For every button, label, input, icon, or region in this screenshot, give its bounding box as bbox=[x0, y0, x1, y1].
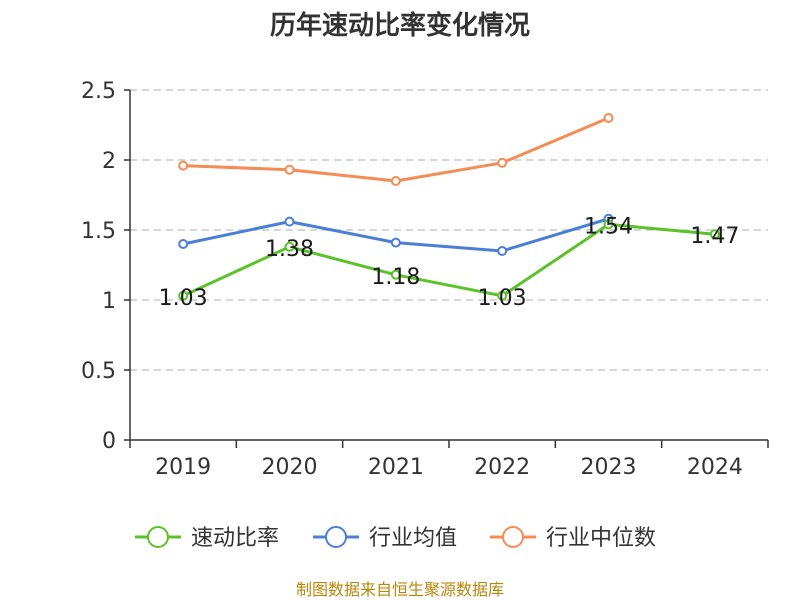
data-point bbox=[603, 219, 614, 230]
data-point bbox=[178, 239, 189, 249]
source-note: 制图数据来自恒生聚源数据库 bbox=[296, 580, 504, 599]
data-label: 1.18 bbox=[371, 265, 420, 290]
data-point bbox=[390, 237, 401, 248]
x-tick-label: 2022 bbox=[474, 455, 530, 480]
y-tick-label: 0.5 bbox=[81, 359, 116, 384]
series-line bbox=[182, 222, 715, 298]
axes: 0 0.5 1 1.5 2 2.5 2019 2020 2021 2022 2023 2024 bbox=[81, 79, 769, 480]
data-point bbox=[497, 157, 508, 168]
series-group bbox=[178, 113, 720, 301]
data-label: 1.03 bbox=[159, 286, 208, 311]
data-point bbox=[178, 160, 189, 171]
data-point bbox=[390, 176, 401, 186]
data-label: 1.38 bbox=[265, 237, 314, 262]
legend: 速动比率 行业均值 行业中位数 bbox=[135, 526, 656, 551]
y-tick-label: 0 bbox=[102, 429, 116, 454]
y-tick-label: 2.5 bbox=[81, 79, 116, 104]
x-tick-label: 2019 bbox=[155, 455, 211, 480]
y-tick-label: 1 bbox=[102, 289, 116, 314]
data-label: 1.47 bbox=[690, 224, 739, 249]
x-tick-label: 2024 bbox=[687, 455, 743, 480]
data-label: 1.03 bbox=[478, 286, 527, 311]
legend-label: 速动比率 bbox=[191, 526, 279, 551]
y-tick-label: 2 bbox=[102, 149, 116, 174]
data-point bbox=[709, 229, 720, 240]
chart-title: 历年速动比率变化情况 bbox=[270, 10, 530, 41]
series-line bbox=[183, 116, 610, 183]
data-point bbox=[284, 216, 295, 227]
data-point bbox=[284, 164, 295, 175]
data-point bbox=[497, 246, 508, 256]
x-tick-label: 2020 bbox=[262, 455, 318, 480]
data-point bbox=[284, 241, 295, 252]
x-tick-label: 2021 bbox=[368, 455, 424, 480]
data-point bbox=[390, 269, 401, 280]
data-label: 1.54 bbox=[584, 214, 633, 239]
data-point bbox=[603, 113, 614, 123]
legend-marker bbox=[147, 526, 169, 548]
legend-marker bbox=[325, 526, 347, 548]
legend-marker bbox=[502, 526, 524, 548]
legend-label: 行业中位数 bbox=[546, 526, 656, 551]
x-tick-label: 2023 bbox=[581, 455, 637, 480]
y-tick-label: 1.5 bbox=[81, 219, 116, 244]
data-labels: 1.03 1.38 1.18 1.03 1.54 1.47 bbox=[159, 214, 740, 310]
legend-label: 行业均值 bbox=[369, 526, 457, 551]
data-point bbox=[497, 290, 508, 301]
data-point bbox=[178, 290, 189, 301]
